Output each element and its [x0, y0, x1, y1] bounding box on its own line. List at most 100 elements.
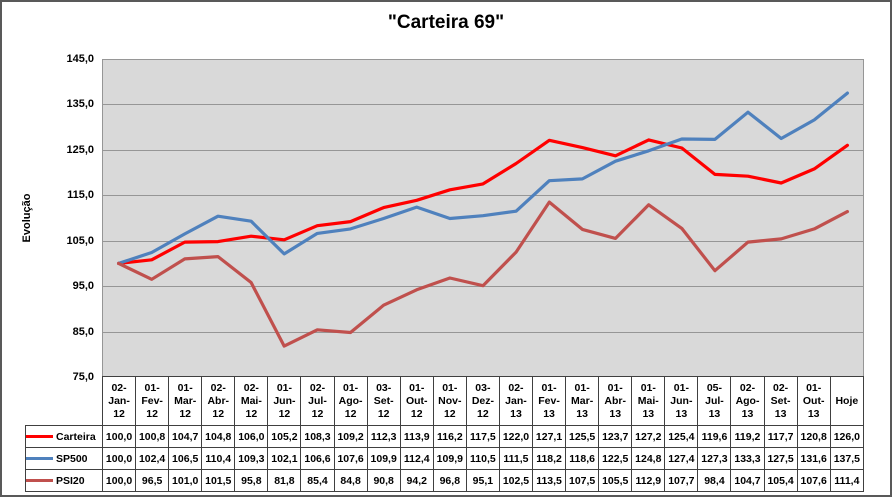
table-row-psi20: PSI20 100,0 96,5 101,0 101,5 95,8 81,8 85,4 84,8… — [25, 469, 865, 492]
category-header: 01- Jun- 13 — [664, 376, 699, 426]
value-cell: 102,5 — [498, 469, 534, 492]
y-tick-label: 105,0 — [66, 234, 94, 247]
value-cell: 109,2 — [333, 425, 368, 448]
value-cell: 126,0 — [829, 425, 865, 448]
value-cell: 95,8 — [234, 469, 269, 492]
value-cell: 81,8 — [267, 469, 302, 492]
y-tick-label: 145,0 — [66, 53, 94, 65]
value-cell: 101,5 — [201, 469, 236, 492]
value-cell: 104,7 — [168, 425, 203, 448]
value-cell: 111,5 — [498, 447, 534, 470]
value-cell: 107,7 — [664, 469, 699, 492]
category-header: 02- Jul- 12 — [300, 376, 335, 426]
y-tick-label: 95,0 — [72, 280, 94, 293]
category-header: 01- Ago- 12 — [333, 376, 368, 426]
category-header: 02- Mai- 12 — [234, 376, 269, 426]
value-cell: 110,5 — [465, 447, 500, 470]
plot-svg — [102, 59, 864, 377]
category-header: 01- Jun- 12 — [267, 376, 302, 426]
category-header: 01- Nov- 12 — [432, 376, 467, 426]
value-cell: 100,8 — [135, 425, 170, 448]
value-cell: 105,2 — [267, 425, 302, 448]
value-cell: 109,3 — [234, 447, 269, 470]
category-header: Hoje — [829, 376, 865, 426]
legend-swatch-psi20 — [26, 479, 53, 482]
value-cell: 125,5 — [565, 425, 600, 448]
category-header: 02- Jan- 13 — [498, 376, 534, 426]
plot-area — [102, 59, 864, 377]
value-cell: 133,3 — [730, 447, 765, 470]
value-cell: 102,4 — [135, 447, 170, 470]
value-cell: 127,1 — [532, 425, 567, 448]
series-line-carteira — [117, 138, 850, 265]
value-cell: 116,2 — [432, 425, 467, 448]
value-cell: 127,2 — [631, 425, 666, 448]
value-cell: 131,6 — [796, 447, 831, 470]
category-header: 02- Ago- 13 — [730, 376, 765, 426]
data-table: 02- Jan- 12 01- Fev- 12 01- Mar- 12 02- Abr- 12 02- M… — [25, 376, 865, 492]
value-cell: 100,0 — [101, 447, 137, 470]
value-cell: 107,5 — [565, 469, 600, 492]
value-cell: 118,6 — [565, 447, 600, 470]
y-tick-label: 85,0 — [72, 325, 94, 338]
category-header: 02- Set- 13 — [763, 376, 798, 426]
value-cell: 96,8 — [432, 469, 467, 492]
legend-swatch-carteira — [26, 435, 53, 438]
value-cell: 106,0 — [234, 425, 269, 448]
value-cell: 106,5 — [168, 447, 203, 470]
category-header: 01- Mar- 12 — [168, 376, 203, 426]
value-cell: 107,6 — [333, 447, 368, 470]
value-cell: 123,7 — [598, 425, 633, 448]
value-cell: 112,3 — [366, 425, 401, 448]
value-cell: 117,5 — [465, 425, 500, 448]
table-header-row: 02- Jan- 12 01- Fev- 12 01- Mar- 12 02- Abr- 12 02- M… — [26, 376, 865, 426]
value-cell: 94,2 — [399, 469, 434, 492]
value-cell: 96,5 — [135, 469, 170, 492]
category-header: 01- Out- 12 — [399, 376, 434, 426]
value-cell: 127,4 — [664, 447, 699, 470]
value-cell: 112,4 — [399, 447, 434, 470]
legend-cell-sp500: SP500 — [25, 447, 103, 470]
y-tick-label: 115,0 — [67, 189, 94, 202]
value-cell: 120,8 — [796, 425, 831, 448]
category-header: 01- Fev- 13 — [532, 376, 567, 426]
category-header: 01- Abr- 13 — [598, 376, 633, 426]
table-corner-cell — [26, 377, 103, 426]
value-cell: 101,0 — [168, 469, 203, 492]
value-cell: 113,5 — [532, 469, 567, 492]
value-cell: 90,8 — [366, 469, 401, 492]
value-cell: 106,6 — [300, 447, 335, 470]
value-cell: 85,4 — [300, 469, 335, 492]
value-cell: 117,7 — [763, 425, 798, 448]
category-header: 05- Jul- 13 — [697, 376, 732, 426]
value-cell: 137,5 — [829, 447, 865, 470]
value-cell: 109,9 — [366, 447, 401, 470]
value-cell: 127,3 — [697, 447, 732, 470]
category-header: 01- Mai- 13 — [631, 376, 666, 426]
value-cell: 119,2 — [730, 425, 765, 448]
category-header: 02- Jan- 12 — [101, 376, 137, 426]
value-cell: 127,5 — [763, 447, 798, 470]
value-cell: 119,6 — [697, 425, 732, 448]
value-cell: 98,4 — [697, 469, 732, 492]
category-header: 01- Mar- 13 — [565, 376, 600, 426]
value-cell: 105,5 — [598, 469, 633, 492]
series-line-sp500 — [117, 91, 850, 265]
series-line-psi20 — [117, 200, 850, 348]
legend-label: SP500 — [56, 452, 88, 465]
value-cell: 124,8 — [631, 447, 666, 470]
category-header: 03- Set- 12 — [366, 376, 401, 426]
table-row-sp500: SP500 100,0 102,4 106,5 110,4 109,3 102,1 106,6… — [25, 447, 865, 470]
value-cell: 109,9 — [432, 447, 467, 470]
value-cell: 110,4 — [201, 447, 236, 470]
category-header: 02- Abr- 12 — [201, 376, 236, 426]
value-cell: 102,1 — [267, 447, 302, 470]
value-cell: 118,2 — [532, 447, 567, 470]
value-cell: 122,0 — [498, 425, 534, 448]
legend-label: Carteira — [56, 430, 96, 443]
value-cell: 122,5 — [598, 447, 633, 470]
value-cell: 108,3 — [300, 425, 335, 448]
value-cell: 112,9 — [631, 469, 666, 492]
value-cell: 107,6 — [796, 469, 831, 492]
